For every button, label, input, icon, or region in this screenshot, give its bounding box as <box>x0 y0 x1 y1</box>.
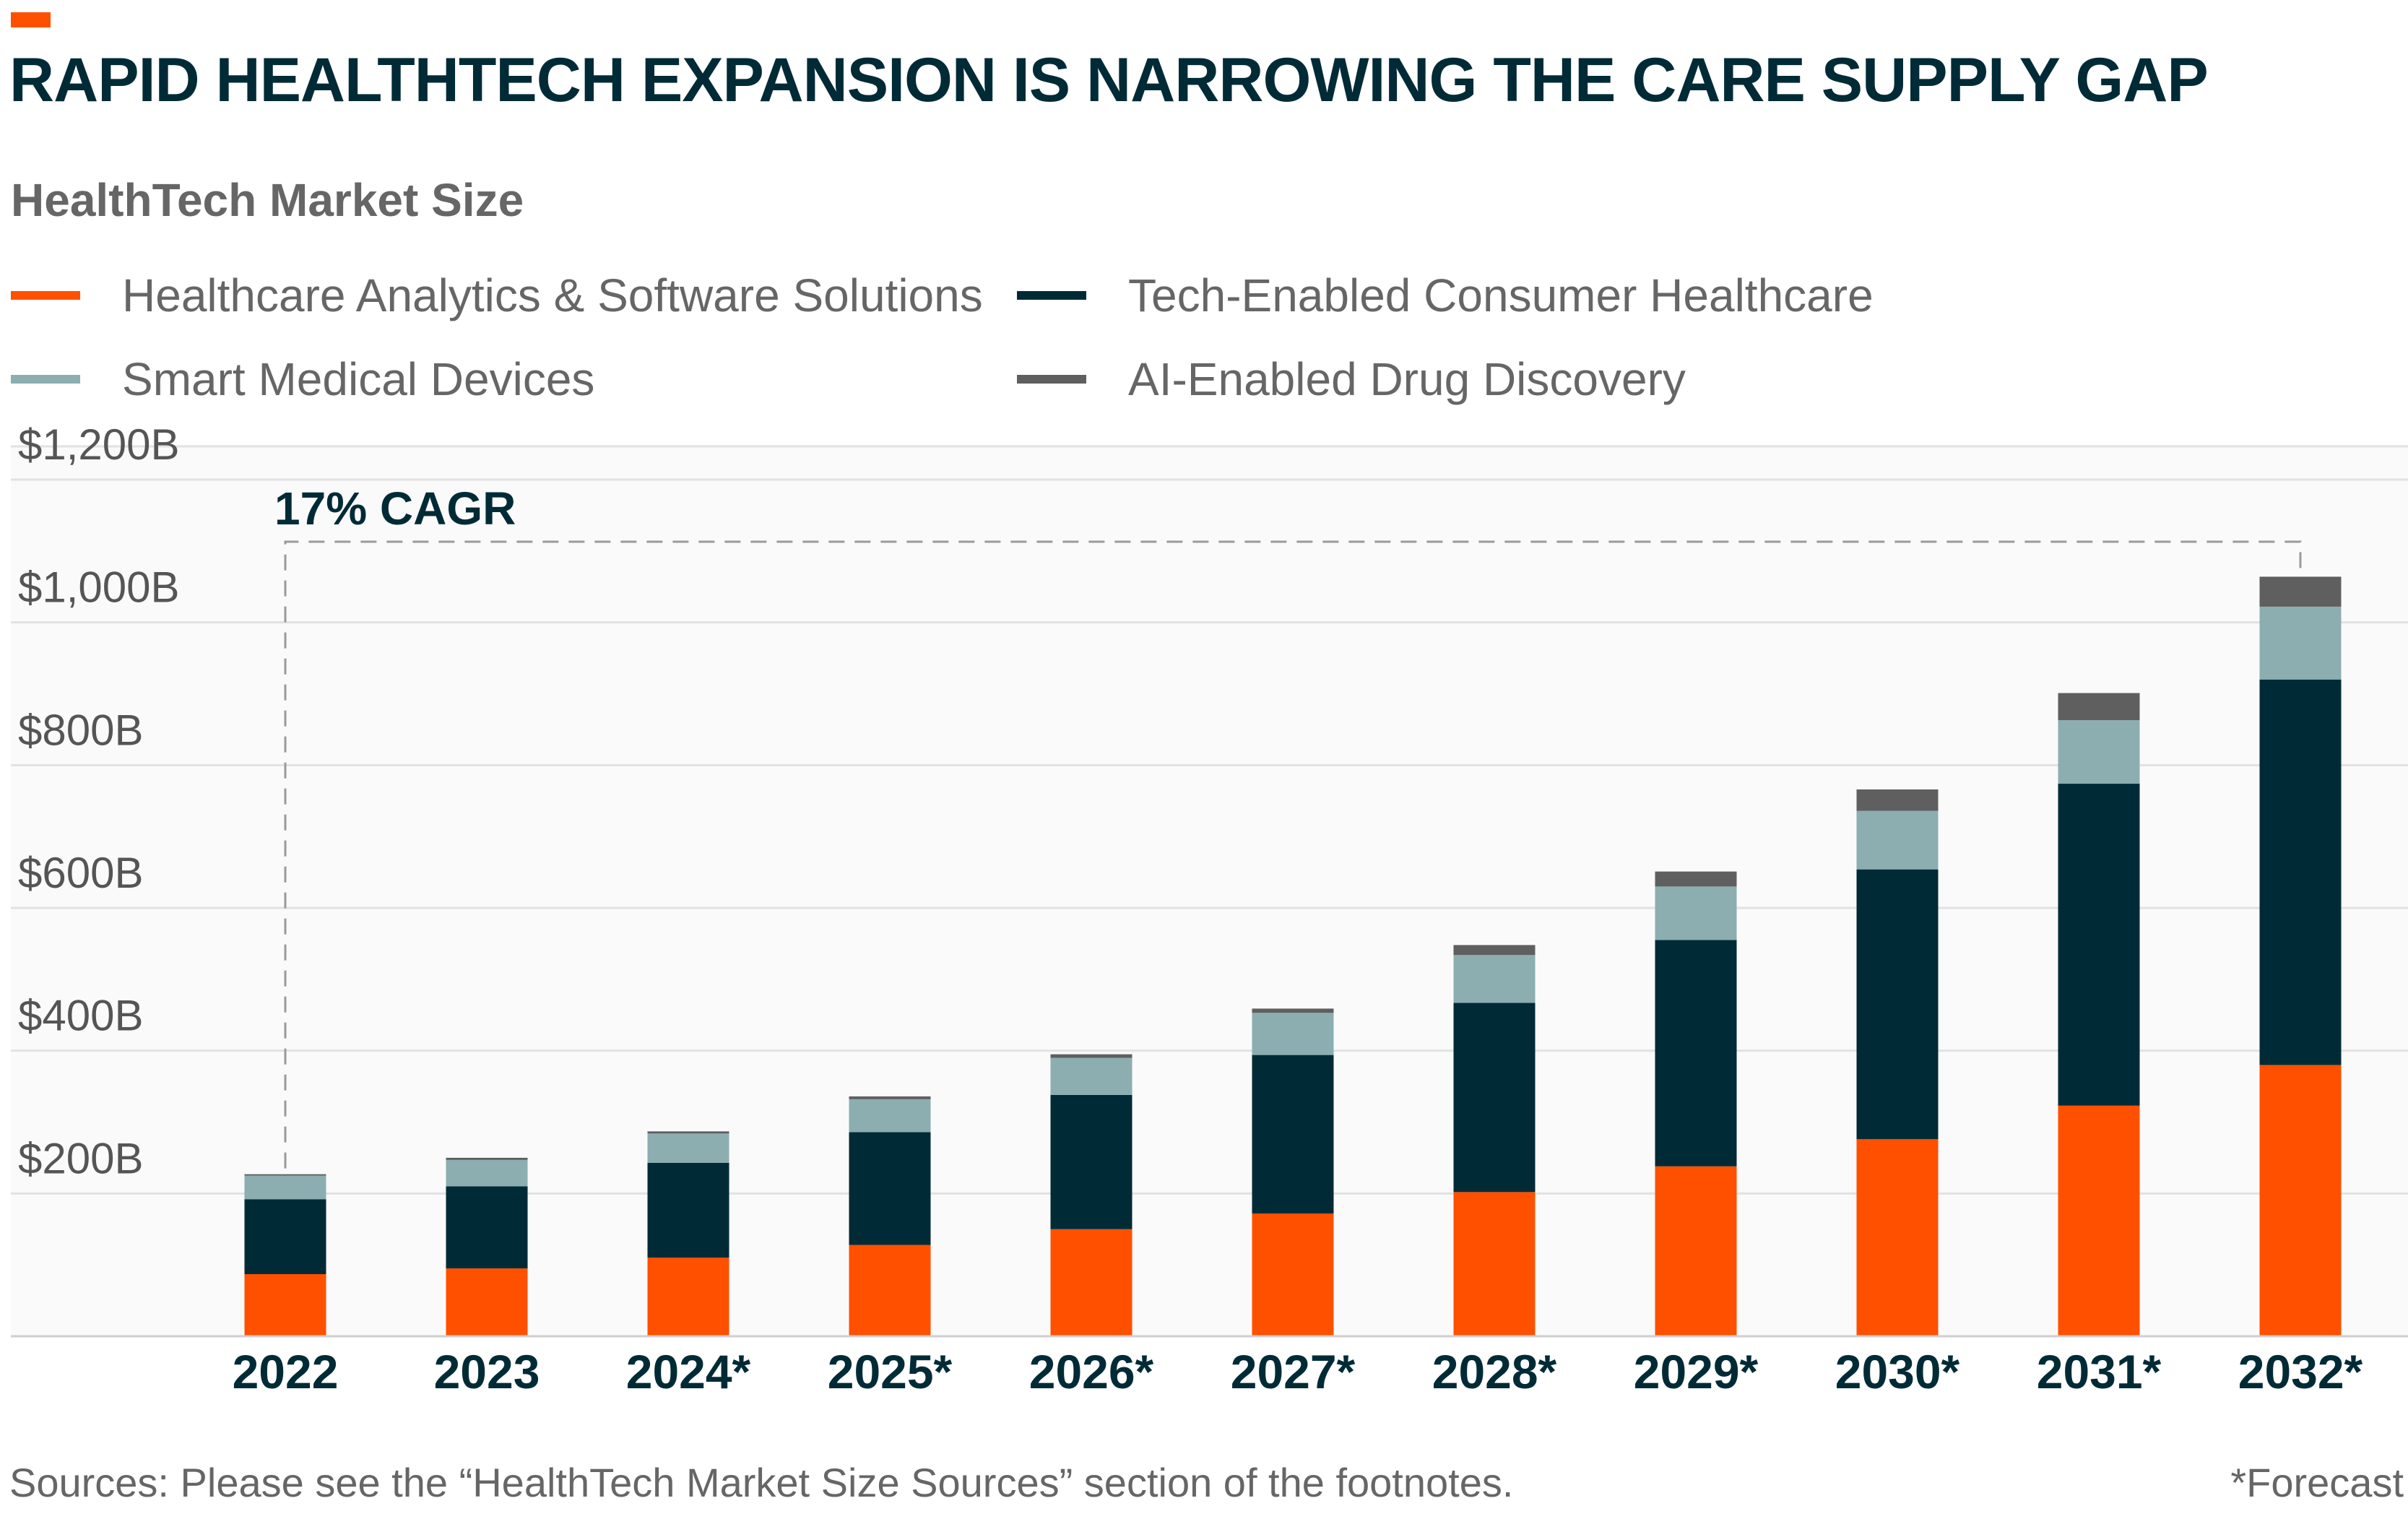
bar-segment-drug-discovery <box>244 1174 326 1176</box>
y-tick-label: $400B <box>18 992 144 1040</box>
y-tick-label: $600B <box>18 849 144 897</box>
legend-label-drug-discovery: AI-Enabled Drug Discovery <box>1128 353 1686 405</box>
bar-segment-analytics <box>2058 1105 2140 1336</box>
x-tick-label: 2029* <box>1634 1345 1759 1398</box>
bar-segment-analytics <box>1050 1229 1132 1336</box>
forecast-note: *Forecast <box>2230 1460 2404 1505</box>
bar-segment-analytics <box>2259 1065 2342 1336</box>
cagr-annotation: 17% CAGR <box>274 482 2302 1169</box>
bar-segment-consumer <box>244 1199 326 1275</box>
bar-segment-drug-discovery <box>2058 693 2140 721</box>
legend-swatch-drug-discovery <box>1017 375 1086 384</box>
bar-segment-drug-discovery <box>1453 945 1536 956</box>
bar-segment-consumer <box>1655 940 1737 1167</box>
bar-segment-consumer <box>1856 869 1939 1140</box>
bar-segment-analytics <box>1655 1166 1737 1336</box>
legend-label-consumer: Tech-Enabled Consumer Healthcare <box>1128 269 1874 321</box>
bar-segment-drug-discovery <box>1050 1054 1132 1058</box>
chart-subtitle: HealthTech Market Size <box>11 174 524 226</box>
y-tick-label: $800B <box>18 706 144 754</box>
bar-segment-consumer <box>446 1186 528 1269</box>
legend-swatch-analytics <box>11 291 80 300</box>
x-tick-label: 2022 <box>233 1345 339 1398</box>
gridlines <box>11 445 2408 1195</box>
x-tick-label: 2023 <box>434 1345 540 1398</box>
bar-segment-analytics <box>647 1258 729 1336</box>
bar-segment-devices <box>1655 886 1737 940</box>
bar-segment-drug-discovery <box>1655 871 1737 887</box>
x-axis-labels: 2022 2023 2024* 2025* 2026* 2027* 2028* 2029* 20… <box>233 1345 2363 1398</box>
bar-segment-analytics <box>1856 1139 1939 1336</box>
x-tick-label: 2032* <box>2238 1345 2363 1398</box>
bar-segment-devices <box>446 1159 528 1187</box>
bars <box>244 576 2342 1336</box>
bar-segment-drug-discovery <box>849 1096 931 1099</box>
bar-segment-drug-discovery <box>2259 576 2342 607</box>
bar-segment-devices <box>1252 1013 1334 1055</box>
plot-background <box>11 446 2408 1336</box>
bar-segment-drug-discovery <box>1252 1008 1334 1013</box>
chart-title: RAPID HEALTHTECH EXPANSION IS NARROWING … <box>9 46 2209 115</box>
bar-segment-consumer <box>647 1162 729 1258</box>
bar-segment-consumer <box>1252 1055 1334 1214</box>
bar-segment-devices <box>1050 1057 1132 1095</box>
legend-label-devices: Smart Medical Devices <box>122 353 595 405</box>
bar-segment-consumer <box>2058 784 2140 1106</box>
bar-segment-consumer <box>1453 1003 1536 1193</box>
x-tick-label: 2028* <box>1432 1345 1557 1398</box>
legend-item-consumer: Tech-Enabled Consumer Healthcare <box>1017 269 1874 322</box>
bar-segment-consumer <box>849 1132 931 1245</box>
bar-segment-drug-discovery <box>446 1157 528 1160</box>
bar-segment-analytics <box>1453 1192 1536 1336</box>
bar-segment-devices <box>849 1099 931 1133</box>
bar-segment-devices <box>2058 720 2140 784</box>
legend-item-analytics: Healthcare Analytics & Software Solution… <box>11 269 983 322</box>
x-tick-label: 2026* <box>1029 1345 1154 1398</box>
bar-segment-drug-discovery <box>1856 789 1939 811</box>
bar-segment-devices <box>2259 606 2342 680</box>
x-tick-label: 2031* <box>2037 1345 2162 1398</box>
bar-segment-consumer <box>1050 1094 1132 1229</box>
cagr-bracket-line <box>284 540 2302 1169</box>
bar-segment-devices <box>244 1175 326 1200</box>
accent-bar <box>11 12 51 27</box>
bar-segment-devices <box>647 1133 729 1163</box>
legend-label-analytics: Healthcare Analytics & Software Solution… <box>122 269 983 321</box>
x-tick-label: 2027* <box>1231 1345 1356 1398</box>
cagr-label: 17% CAGR <box>274 482 516 535</box>
bar-segment-analytics <box>1252 1213 1334 1336</box>
bar-segment-devices <box>1453 955 1536 1003</box>
y-axis-labels: $200B $400B $600B $800B $1,000B $1,200B <box>18 420 180 1182</box>
bar-segment-drug-discovery <box>647 1131 729 1134</box>
bar-segment-analytics <box>244 1274 326 1336</box>
sources-footnote: Sources: Please see the “HealthTech Mark… <box>9 1460 1514 1505</box>
legend-item-devices: Smart Medical Devices <box>11 352 594 406</box>
y-tick-label: $1,200B <box>18 420 180 469</box>
bar-segment-analytics <box>446 1268 528 1336</box>
x-tick-label: 2025* <box>828 1345 953 1398</box>
bar-segment-consumer <box>2259 679 2342 1065</box>
legend-swatch-devices <box>11 375 80 384</box>
y-tick-label: $1,000B <box>18 563 180 612</box>
x-tick-label: 2024* <box>626 1345 751 1398</box>
legend-item-drug-discovery: AI-Enabled Drug Discovery <box>1017 352 1686 406</box>
bar-segment-devices <box>1856 810 1939 870</box>
x-tick-label: 2030* <box>1835 1345 1960 1398</box>
legend-swatch-consumer <box>1017 291 1086 300</box>
bar-segment-analytics <box>849 1245 931 1336</box>
y-tick-label: $200B <box>18 1134 144 1182</box>
